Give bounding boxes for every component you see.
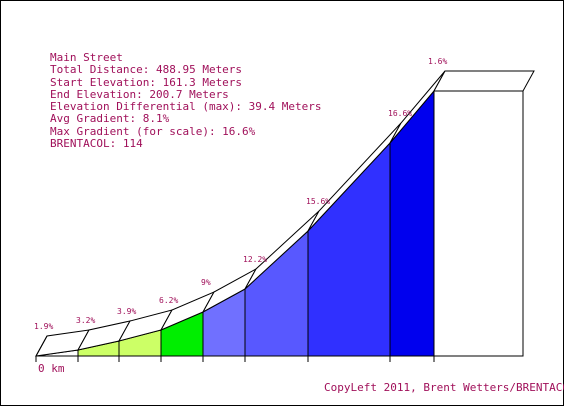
avg-gradient: Avg Gradient: 8.1% bbox=[50, 112, 170, 126]
segment-band bbox=[433, 70, 535, 92]
elevation-differential: Elevation Differential (max): 39.4 Meter… bbox=[50, 100, 322, 114]
segment-gradient-label: 9% bbox=[201, 278, 211, 287]
segment-fill bbox=[433, 90, 524, 357]
segment-gradient-label: 3.9% bbox=[117, 307, 136, 316]
copyleft-footer: CopyLeft 2011, Brent Wetters/BRENTACOL bbox=[324, 381, 564, 394]
street-name: Main Street bbox=[50, 51, 123, 64]
segment-gradient-label: 16.6% bbox=[388, 109, 412, 118]
segment-gradient-label: 3.2% bbox=[76, 316, 95, 325]
start-elevation: Start Elevation: 161.3 Meters bbox=[50, 75, 243, 89]
max-gradient: Max Gradient (for scale): 16.6% bbox=[50, 124, 256, 138]
segment-gradient-label: 6.2% bbox=[159, 296, 178, 305]
route-info-list: Main Street Total Distance: 488.95 Meter… bbox=[50, 51, 322, 151]
end-elevation: End Elevation: 200.7 Meters bbox=[50, 87, 229, 101]
start-edge bbox=[35, 335, 48, 357]
total-distance: Total Distance: 488.95 Meters bbox=[50, 63, 243, 77]
segment-gradient-label: 12.2% bbox=[243, 255, 267, 264]
segment-gradient-label: 15.6% bbox=[306, 197, 330, 206]
segment-gradient-label: 1.9% bbox=[34, 322, 53, 331]
brentacol-score: BRENTACOL: 114 bbox=[50, 137, 143, 151]
distance-start-label: 0 km bbox=[38, 362, 65, 375]
segment-gradient-label: 1.6% bbox=[428, 57, 447, 66]
segment-fill bbox=[307, 141, 391, 357]
